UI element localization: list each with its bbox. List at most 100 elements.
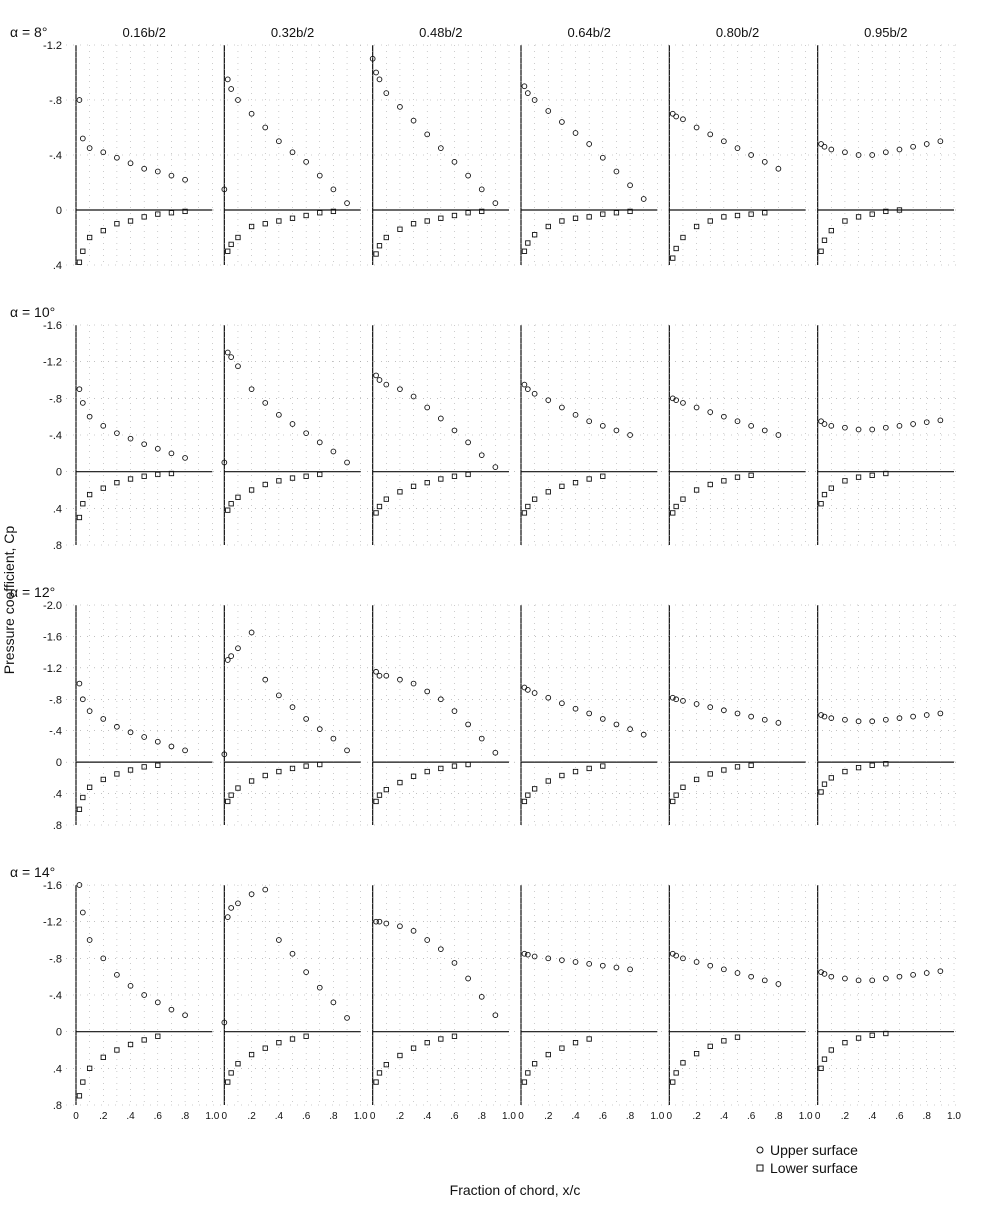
upper-surface-point [182, 1012, 188, 1019]
upper-surface-point [761, 427, 768, 434]
x-axis-label: Fraction of chord, x/c [450, 1182, 581, 1198]
lower-surface-point [670, 798, 676, 805]
lower-surface-point [586, 476, 592, 482]
lower-surface-point [276, 1040, 282, 1046]
lower-surface-point [680, 1060, 686, 1066]
upper-surface-point [559, 700, 565, 707]
lower-surface-point [883, 470, 889, 477]
x-tick-label: .2 [841, 1111, 850, 1122]
lower-surface-point [317, 761, 323, 768]
lower-surface-point [168, 210, 175, 216]
upper-surface-point [141, 441, 148, 448]
upper-surface-point [224, 657, 231, 663]
lower-surface-point [100, 485, 106, 491]
upper-surface-point [451, 159, 458, 165]
upper-surface-point [910, 971, 916, 978]
upper-surface-point [397, 386, 403, 393]
upper-surface-point [221, 1019, 228, 1026]
upper-surface-point [531, 953, 538, 960]
upper-surface-point [424, 688, 431, 695]
lower-surface-point [734, 764, 741, 770]
upper-surface-point [344, 200, 350, 206]
upper-surface-point [855, 426, 862, 433]
upper-surface-point [627, 432, 633, 438]
upper-surface-point [127, 435, 134, 442]
upper-surface-point [882, 716, 889, 723]
upper-surface-point [531, 97, 538, 103]
upper-surface-point [545, 397, 552, 404]
upper-surface-point [707, 704, 714, 710]
station-panel: 0 .2 .4 .6 .8 1.0 [815, 885, 961, 1122]
station-panel [372, 605, 510, 825]
y-tick-label: -1.6 [43, 880, 62, 892]
upper-surface-point [673, 397, 680, 404]
y-tick-label: -.4 [49, 990, 62, 1002]
lower-surface-point [228, 1070, 234, 1076]
lower-surface-point [424, 218, 430, 224]
upper-surface-point [775, 981, 782, 987]
upper-surface-point [248, 386, 255, 393]
upper-surface-point [521, 83, 528, 90]
lower-surface-point [383, 496, 389, 502]
upper-surface-point [761, 977, 768, 984]
lower-surface-point [869, 211, 875, 217]
upper-surface-point [410, 927, 417, 934]
upper-surface-point [545, 955, 552, 962]
lower-surface-point [438, 476, 444, 482]
lower-surface-point [373, 798, 379, 805]
x-tick-label: .4 [868, 1111, 877, 1122]
lower-surface-point [818, 248, 824, 254]
upper-surface-point [451, 708, 458, 714]
lower-surface-point [821, 237, 828, 243]
upper-surface-point [168, 172, 175, 179]
upper-surface-point [373, 918, 379, 925]
upper-surface-point [680, 116, 686, 123]
lower-surface-point [397, 1052, 403, 1059]
lower-surface-point [383, 786, 389, 793]
x-tick-label: .6 [450, 1111, 459, 1122]
lower-surface-point [424, 1040, 430, 1046]
alpha-label: α = 10° [10, 304, 55, 320]
upper-surface-point [721, 966, 727, 973]
lower-surface-point [559, 772, 565, 779]
upper-surface-point [373, 668, 379, 675]
lower-surface-point [438, 215, 444, 221]
lower-surface-point [276, 218, 282, 224]
upper-surface-point [842, 716, 848, 723]
upper-surface-point [276, 692, 282, 699]
upper-surface-point [828, 422, 835, 429]
upper-surface-point [248, 891, 255, 898]
upper-surface-point [693, 701, 700, 707]
lower-surface-point [141, 473, 147, 479]
lower-surface-point [818, 1065, 824, 1071]
lower-surface-point [76, 514, 83, 521]
lower-surface-point [114, 480, 120, 486]
upper-surface-point [410, 680, 417, 687]
upper-surface-point [248, 110, 255, 117]
lower-surface-point [317, 471, 323, 478]
lower-surface-point [114, 221, 120, 227]
lower-surface-point [225, 507, 231, 513]
upper-surface-point [531, 690, 538, 696]
upper-surface-point [303, 159, 309, 165]
figure-labels: Pressure coefficient, Cp Fraction of cho… [1, 526, 858, 1198]
upper-surface-point [437, 415, 444, 422]
lower-surface-point [572, 1040, 579, 1046]
upper-surface-point [76, 882, 83, 888]
upper-surface-point [869, 426, 876, 433]
lower-surface-point [670, 1079, 676, 1085]
x-tick-label: .4 [571, 1111, 580, 1122]
upper-surface-point [478, 993, 485, 1000]
upper-surface-point [86, 413, 93, 420]
upper-surface-point [910, 713, 916, 720]
lower-surface-point [586, 214, 592, 220]
upper-surface-point [828, 973, 835, 980]
lower-surface-point [680, 234, 686, 241]
lower-surface-point [141, 1037, 147, 1043]
upper-surface-point [330, 448, 337, 455]
lower-surface-point [670, 255, 676, 261]
station-label: 0.48b/2 [419, 25, 462, 40]
upper-surface-point [437, 145, 444, 151]
lower-surface-point [303, 473, 309, 479]
alpha-label: α = 14° [10, 864, 55, 880]
